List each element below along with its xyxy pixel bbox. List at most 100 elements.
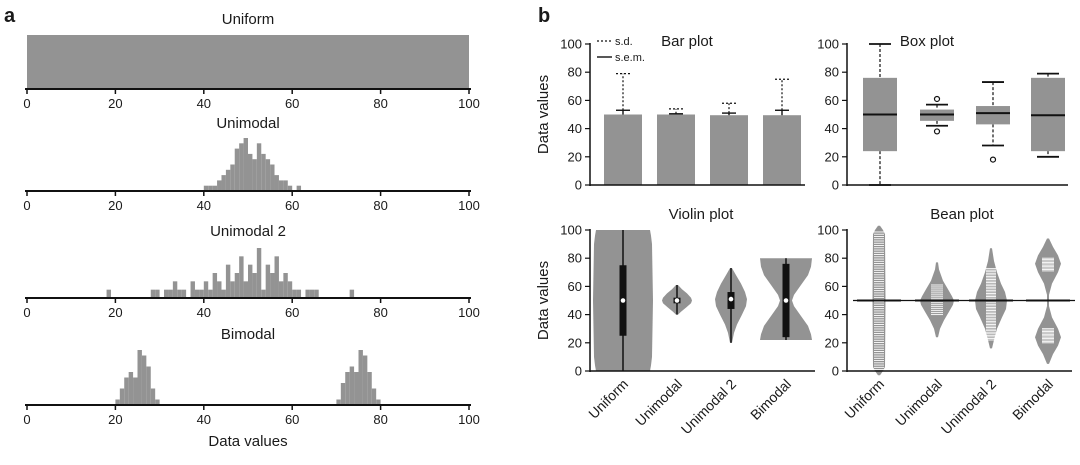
bimodal-bar	[137, 350, 142, 405]
box-y-tick-label: 40	[825, 121, 839, 136]
uniform-x-tick-label: 60	[285, 96, 299, 111]
unimodal2-bar	[234, 273, 240, 298]
unimodal2-bar	[150, 289, 156, 298]
bean-category-label: Bimodal	[1009, 376, 1056, 423]
unimodal2-bar	[217, 281, 222, 298]
unimodal2-bar	[177, 289, 182, 298]
unimodal-bar	[296, 185, 302, 191]
box-y-tick-label: 80	[825, 65, 839, 80]
uniform-x-tick-label: 40	[197, 96, 211, 111]
unimodal2-bar	[190, 281, 195, 298]
unimodal2-bar	[203, 281, 209, 298]
violin-y-tick-label: 20	[568, 335, 582, 350]
unimodal2-bar	[265, 264, 271, 298]
violin-y-tick-label: 60	[568, 279, 582, 294]
unimodal2-bar	[243, 281, 248, 298]
unimodal2-bar	[164, 289, 169, 298]
uniform-x-tick-label: 0	[23, 96, 30, 111]
unimodal-bar	[270, 164, 275, 191]
unimodal2-bar	[283, 273, 288, 298]
box-y-tick-label: 20	[825, 149, 839, 164]
unimodal2-bar	[261, 289, 266, 298]
bimodal-x-tick-label: 100	[458, 412, 480, 427]
unimodal2-bar	[212, 273, 218, 298]
unimodal2-x-tick-label: 60	[285, 305, 299, 320]
bimodal-x-tick-label: 0	[23, 412, 30, 427]
unimodal2-x-tick-label: 0	[23, 305, 30, 320]
unimodal2-bar	[239, 256, 244, 298]
unimodal2-x-tick-label: 20	[108, 305, 122, 320]
unimodal-bar	[252, 159, 257, 191]
violin-category-label: Bimodal	[747, 376, 794, 423]
bimodal-bar	[367, 372, 372, 405]
unimodal-x-tick-label: 40	[197, 198, 211, 213]
unimodal-x-tick-label: 60	[285, 198, 299, 213]
bar-title: Bar plot	[661, 33, 714, 50]
unimodal-bar	[212, 185, 218, 191]
unimodal2-bar	[270, 273, 275, 298]
unimodal-bar	[283, 180, 288, 191]
unimodal-x-tick-label: 100	[458, 198, 480, 213]
unimodal-x-tick-label: 20	[108, 198, 122, 213]
violin-y-tick-label: 100	[560, 223, 582, 238]
bimodal-bar	[340, 383, 346, 405]
bean-y-tick-label: 100	[817, 223, 839, 238]
bean-y-tick-label: 0	[832, 364, 839, 379]
violin-y-tick-label: 80	[568, 251, 582, 266]
bimodal-bar	[150, 388, 156, 405]
unimodal-bar	[256, 143, 262, 191]
bimodal-bar	[371, 388, 377, 405]
legend-sd-label: s.d.	[615, 36, 633, 48]
bimodal-bar	[128, 372, 134, 405]
bimodal-bar	[354, 372, 359, 405]
box-outlier	[933, 95, 941, 103]
unimodal2-bar	[349, 289, 355, 298]
violin-median	[783, 298, 789, 303]
bimodal-bar	[362, 355, 368, 405]
unimodal2-bar	[256, 248, 262, 298]
bimodal-bar	[133, 377, 138, 405]
unimodal2-bar	[172, 281, 178, 298]
box-iqr	[976, 106, 1010, 125]
bimodal-bar	[358, 350, 363, 405]
bimodal-x-tick-label: 20	[108, 412, 122, 427]
bar-y-label: Data values	[535, 75, 552, 154]
violin-category-label: Unimodal	[632, 376, 685, 429]
unimodal-bar	[287, 185, 293, 191]
unimodal2-title: Unimodal 2	[210, 223, 286, 240]
uniform-x-tick-label: 100	[458, 96, 480, 111]
unimodal2-bar	[225, 264, 231, 298]
bar-y-tick-label: 60	[568, 93, 582, 108]
bimodal-bar	[349, 366, 355, 405]
bar-rect	[657, 114, 695, 185]
unimodal2-bar	[274, 256, 279, 298]
violin-category-label: Uniform	[585, 376, 631, 422]
bean-y-tick-label: 20	[825, 335, 839, 350]
panel-label-b: b	[538, 5, 550, 27]
violin-y-label: Data values	[535, 261, 552, 340]
unimodal2-bar	[296, 289, 302, 298]
unimodal-bar	[265, 159, 271, 191]
bar-y-tick-label: 80	[568, 65, 582, 80]
bimodal-bar	[336, 399, 341, 405]
uniform-x-tick-label: 80	[373, 96, 387, 111]
unimodal-x-tick-label: 80	[373, 198, 387, 213]
unimodal-bar	[261, 153, 266, 191]
bimodal-bar	[155, 399, 160, 405]
violin-median	[728, 296, 734, 302]
unimodal2-bar	[194, 289, 200, 298]
box-title: Box plot	[900, 33, 955, 50]
bar-rect	[710, 115, 748, 185]
violin-y-tick-label: 40	[568, 307, 582, 322]
box-y-tick-label: 0	[832, 178, 839, 193]
bean-y-tick-label: 60	[825, 279, 839, 294]
unimodal2-bar	[208, 289, 213, 298]
unimodal2-bar	[155, 289, 160, 298]
bimodal-bar	[119, 388, 125, 405]
bar-rect	[604, 114, 642, 185]
violin-median	[674, 298, 680, 303]
bimodal-bar	[115, 399, 120, 405]
chart-layer: Uniform 0 20 40 60 80 100 Unimodal 0 20 40 60 80 100 U…	[23, 11, 1075, 450]
box-y-tick-label: 100	[817, 37, 839, 52]
unimodal2-bar	[221, 289, 226, 298]
